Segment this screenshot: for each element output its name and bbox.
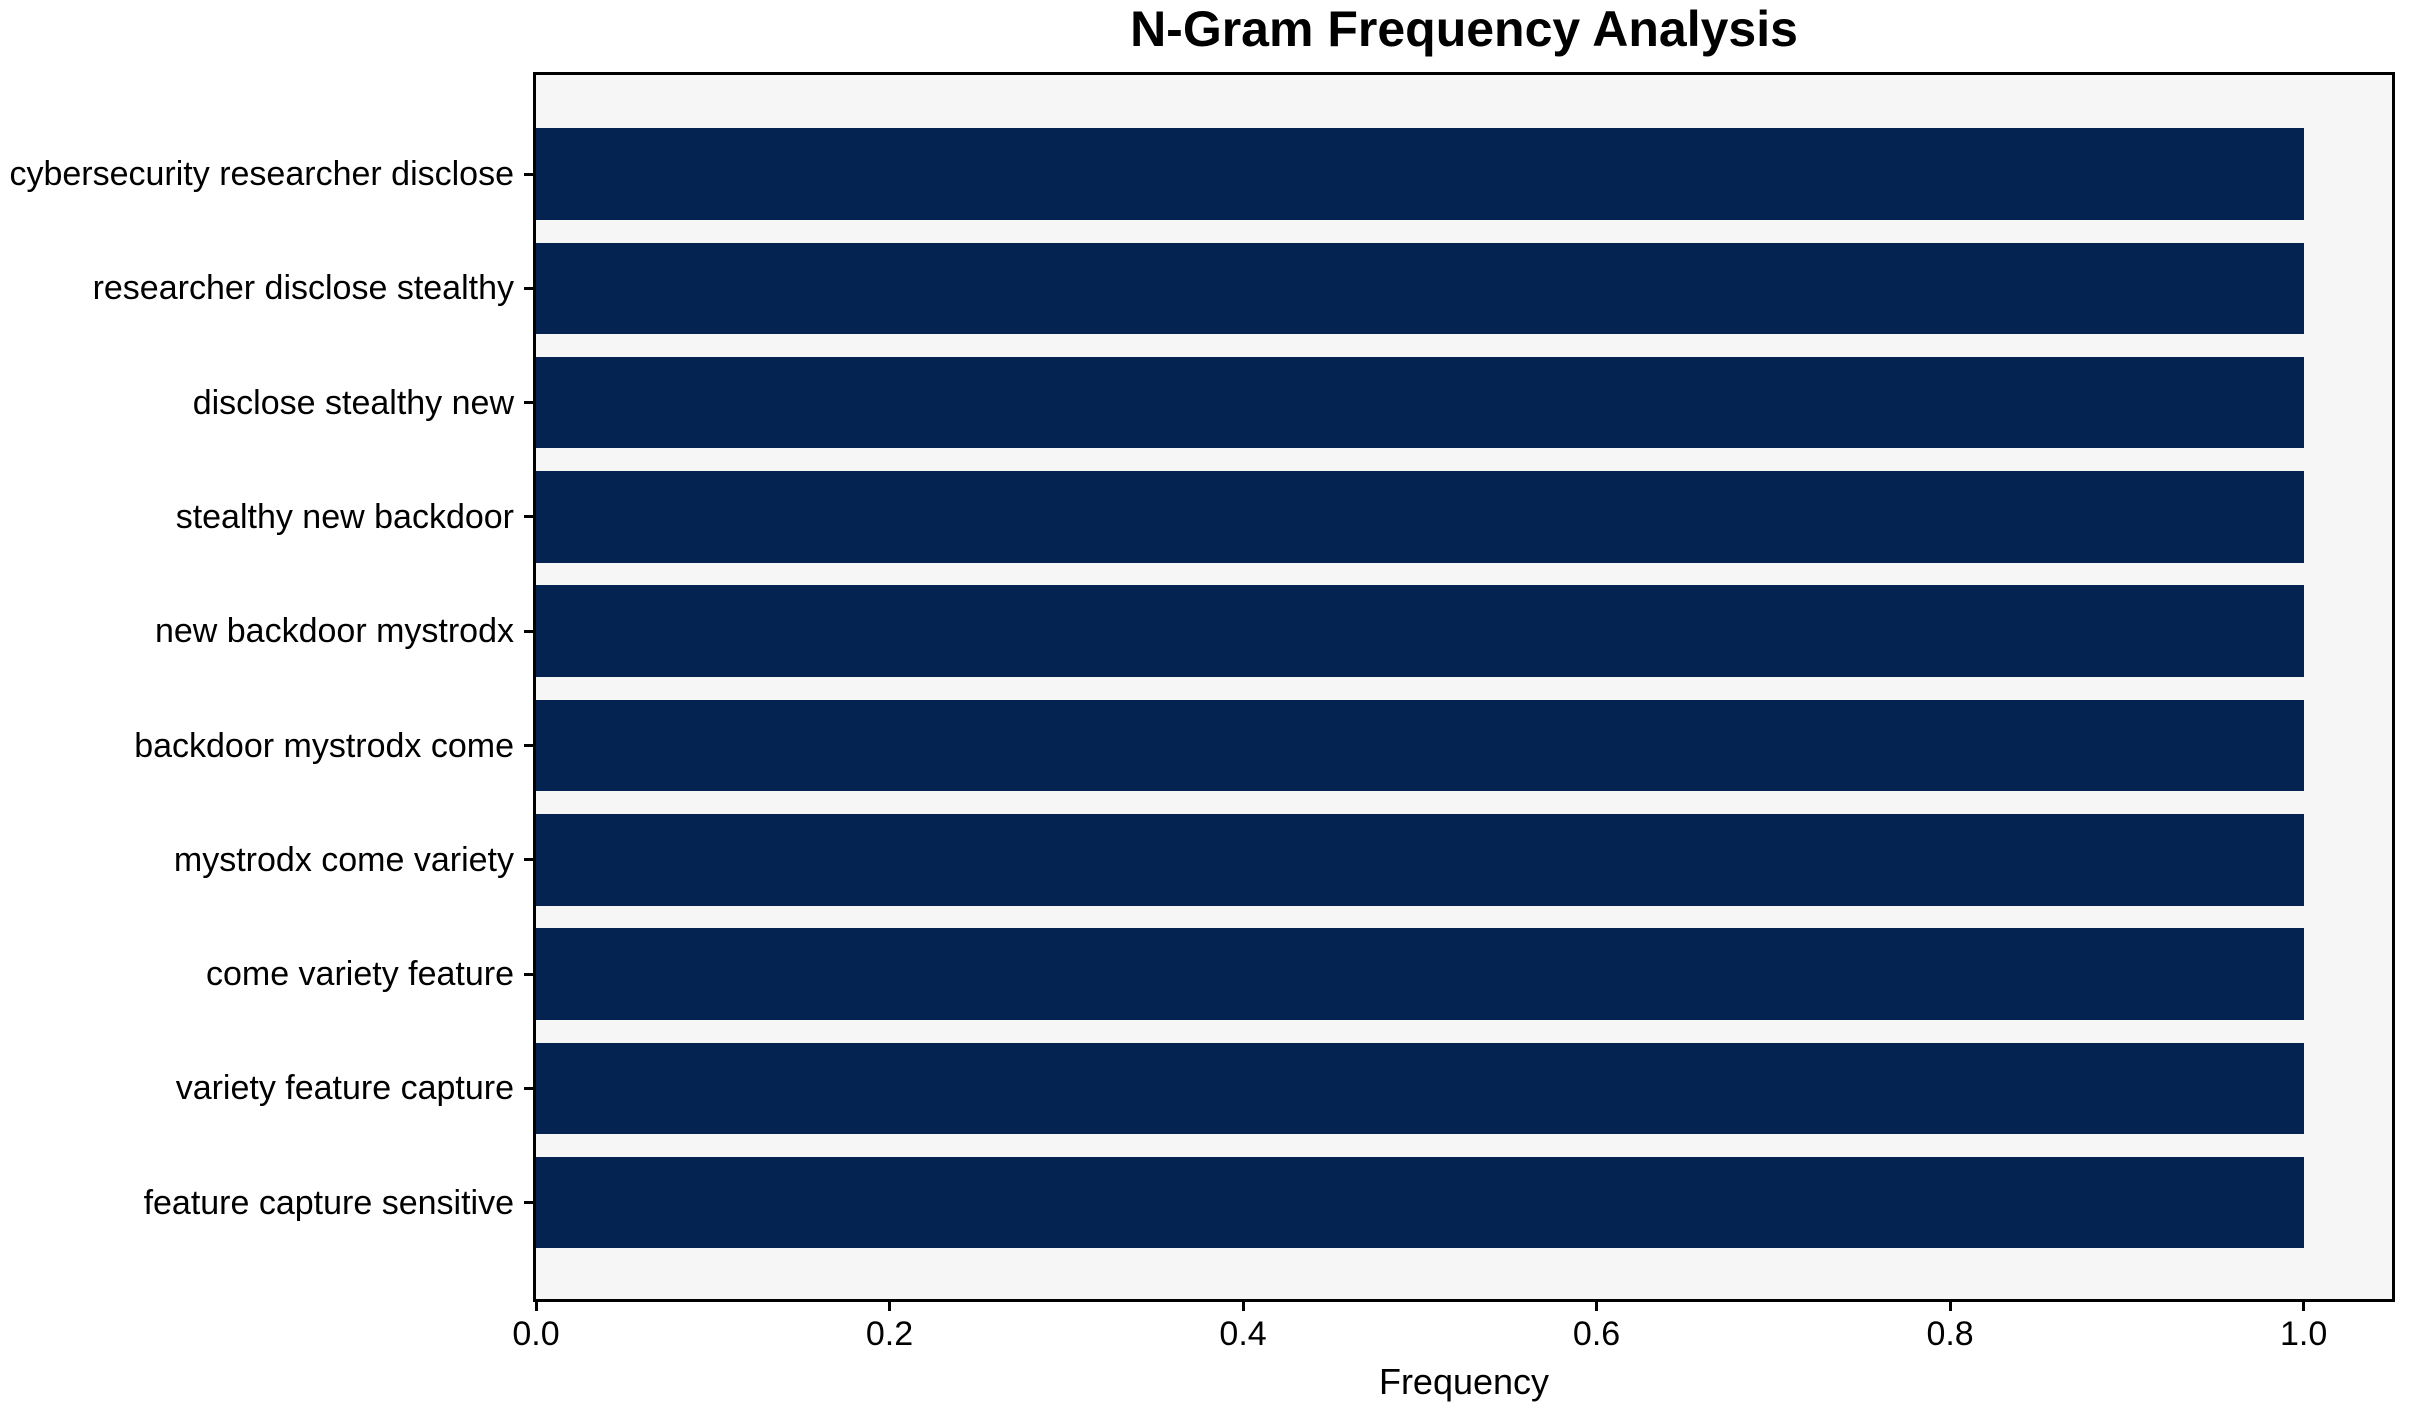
bar	[536, 814, 2304, 906]
y-tick-label: disclose stealthy new	[192, 383, 514, 422]
y-tick-label: backdoor mystrodx come	[134, 726, 514, 765]
x-tick-mark	[2302, 1302, 2306, 1311]
x-tick-mark	[534, 1302, 538, 1311]
x-tick-label: 0.0	[512, 1315, 560, 1353]
y-tick-mark	[524, 515, 533, 519]
y-tick-mark	[524, 401, 533, 405]
x-tick-label: 0.2	[865, 1315, 914, 1353]
x-tick-mark	[1595, 1302, 1599, 1311]
y-tick-label: cybersecurity researcher disclose	[9, 155, 514, 193]
bar	[536, 1042, 2304, 1135]
bar	[536, 585, 2304, 677]
x-tick-mark	[1241, 1302, 1245, 1311]
y-tick-label: new backdoor mystrodx	[154, 612, 514, 651]
x-tick-mark	[888, 1302, 892, 1311]
y-tick-mark	[524, 858, 533, 862]
chart-title: N-Gram Frequency Analysis	[1130, 1, 1798, 57]
x-tick-label: 0.4	[1219, 1315, 1267, 1353]
bar	[536, 471, 2304, 563]
x-tick-mark	[1948, 1302, 1952, 1311]
y-tick-label: come variety feature	[205, 955, 514, 994]
y-tick-mark	[524, 286, 533, 290]
y-tick-label: mystrodx come variety	[173, 840, 514, 879]
y-tick-mark	[524, 1086, 533, 1090]
bar	[536, 356, 2304, 449]
y-tick-mark	[524, 972, 533, 976]
bar	[536, 128, 2304, 220]
x-tick-label: 0.8	[1926, 1315, 1974, 1353]
y-tick-label: researcher disclose stealthy	[92, 269, 514, 308]
bar	[536, 699, 2304, 792]
x-tick-label: 1.0	[2279, 1315, 2328, 1353]
y-tick-label: variety feature capture	[175, 1069, 514, 1108]
bar	[536, 242, 2304, 335]
y-tick-mark	[524, 172, 533, 176]
y-tick-mark	[524, 1201, 533, 1205]
y-tick-label: feature capture sensitive	[143, 1183, 514, 1222]
x-tick-label: 0.6	[1572, 1315, 1621, 1353]
y-tick-mark	[524, 629, 533, 633]
y-tick-mark	[524, 744, 533, 747]
bar	[536, 928, 2304, 1020]
plot-area	[533, 72, 2395, 1302]
y-tick-label: stealthy new backdoor	[175, 497, 514, 536]
x-axis-label: Frequency	[1378, 1361, 1550, 1402]
bar	[536, 1156, 2304, 1249]
